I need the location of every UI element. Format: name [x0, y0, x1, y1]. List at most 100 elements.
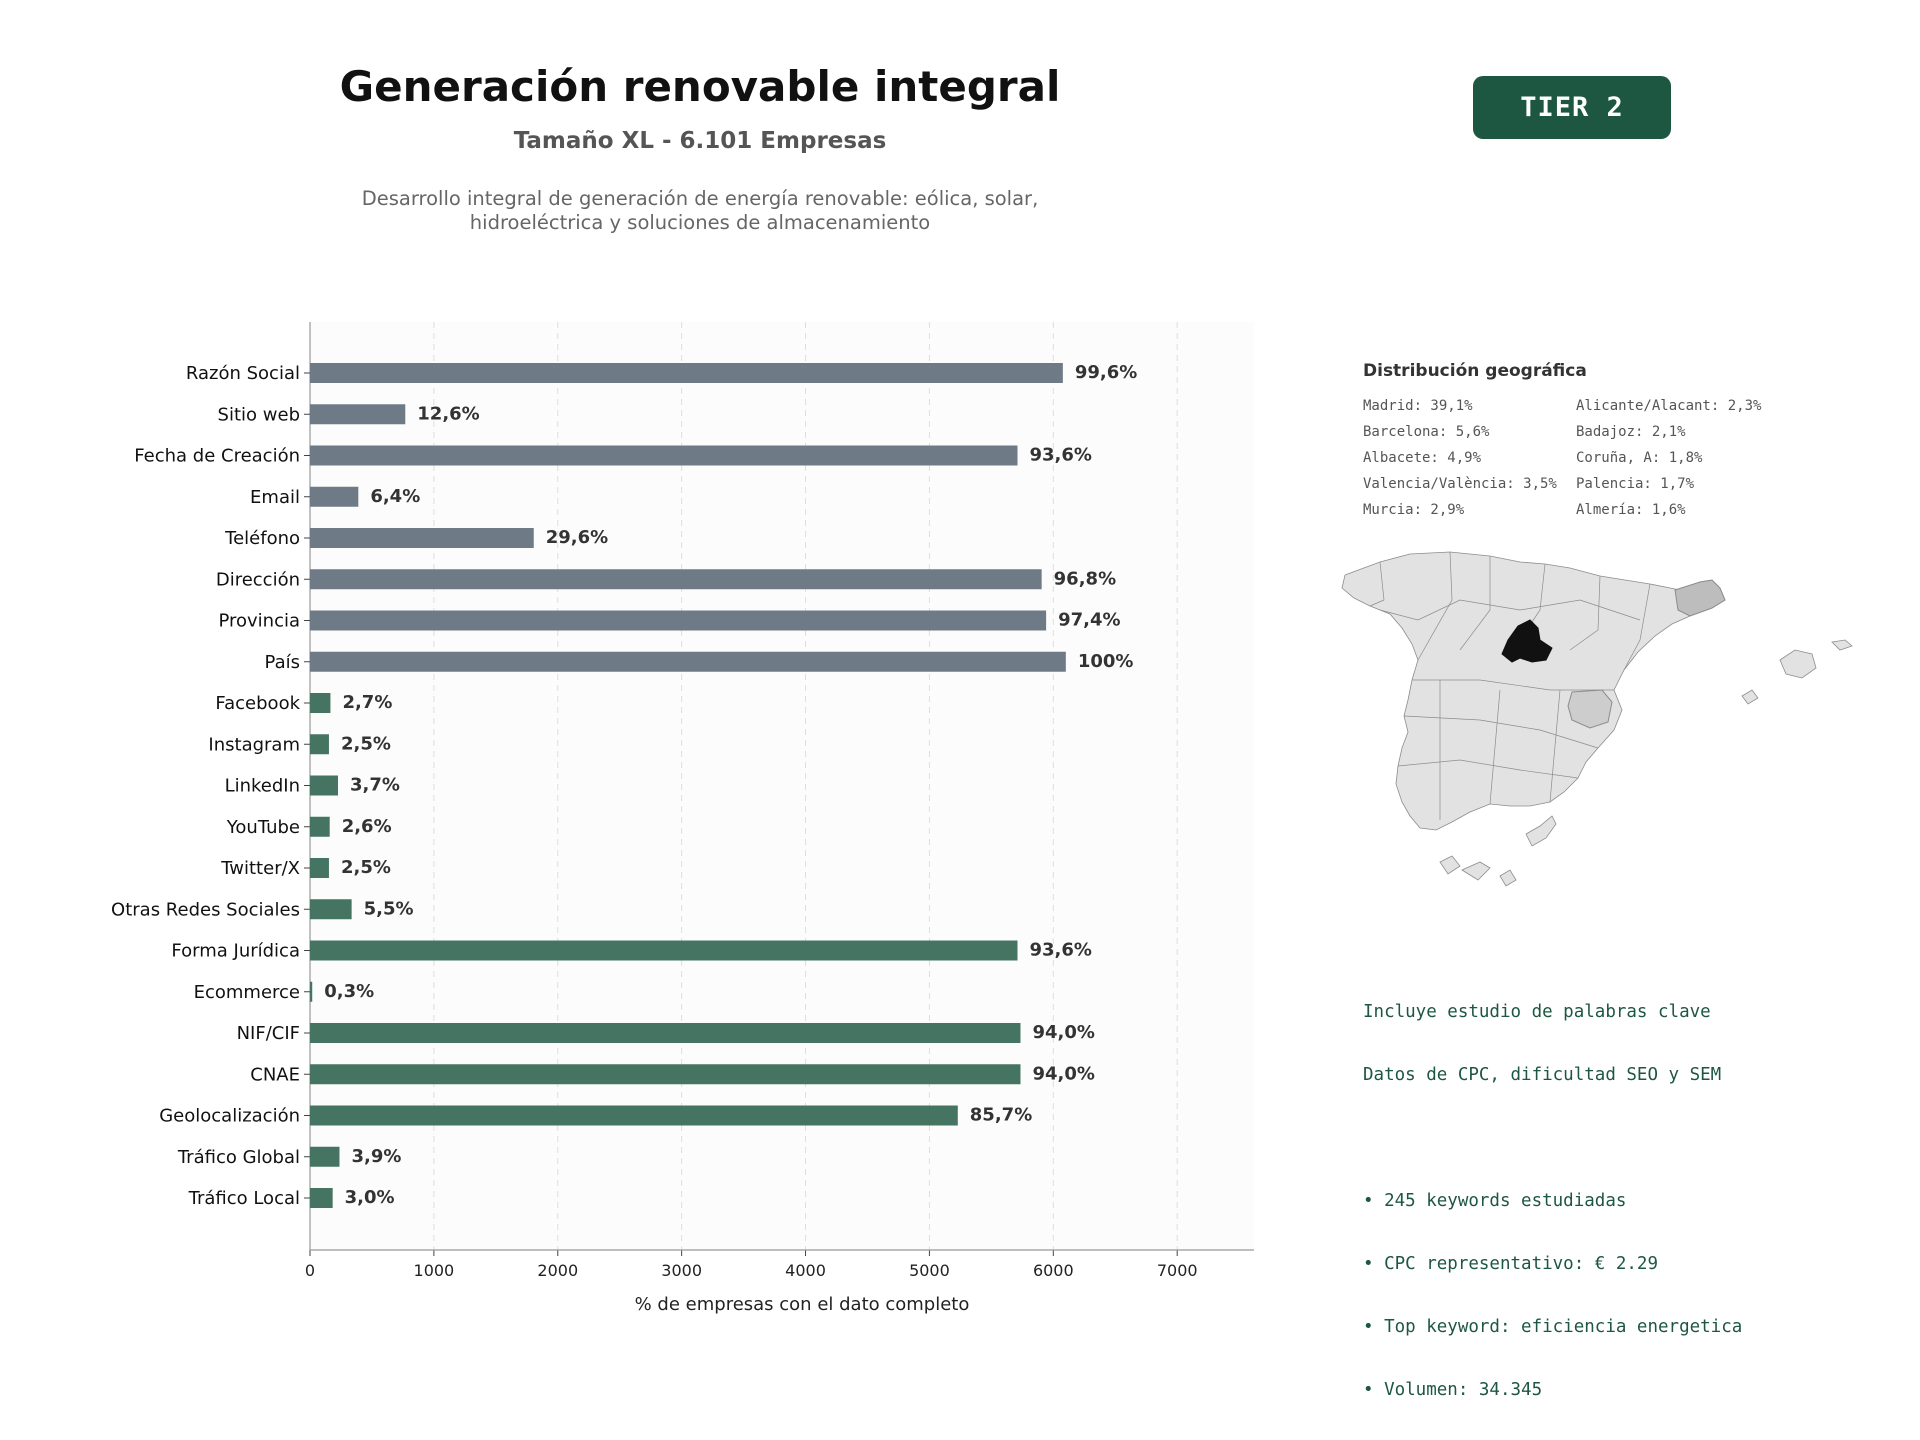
menorca-shape	[1831, 639, 1853, 651]
page-subtitle: Tamaño XL - 6.101 Empresas	[513, 128, 887, 154]
keywords-line: • Volumen: 34.345	[1363, 1380, 1543, 1400]
y-tick-label: Tráfico Local	[188, 1188, 300, 1209]
keywords-line: • 245 keywords estudiadas	[1363, 1191, 1627, 1211]
data-label: 5,5%	[364, 898, 414, 919]
bar	[310, 816, 330, 837]
province-border	[1549, 689, 1561, 803]
data-label: 85,7%	[970, 1105, 1032, 1126]
y-tick-label: Provincia	[218, 611, 300, 632]
geo-item: Albacete: 4,9%	[1363, 450, 1482, 466]
x-tick-label: 7000	[1157, 1261, 1198, 1280]
page-description: Desarrollo integral de generación de ene…	[260, 187, 1140, 235]
data-label: 12,6%	[417, 403, 479, 424]
canarias-shape-2	[1461, 861, 1491, 881]
province-barcelona	[1674, 579, 1726, 617]
bar	[310, 363, 1063, 383]
province-madrid	[1501, 619, 1553, 663]
bar	[310, 1146, 340, 1167]
canarias-shape-1	[1439, 855, 1461, 875]
province-border	[1569, 575, 1601, 651]
bar	[310, 1064, 1021, 1085]
x-tick-label: 2000	[537, 1261, 578, 1280]
keywords-line	[1363, 1128, 1742, 1149]
province-border	[1397, 759, 1579, 779]
bar	[310, 610, 1047, 631]
bar	[310, 981, 313, 1002]
bar	[310, 1023, 1021, 1043]
data-label: 3,0%	[345, 1187, 395, 1208]
keywords-line: Datos de CPC, dificultad SEO y SEM	[1363, 1065, 1722, 1085]
map-borders	[1369, 551, 1651, 820]
bar	[310, 445, 1018, 466]
plot-area	[310, 322, 1254, 1250]
data-label: 2,5%	[341, 857, 391, 878]
data-label: 96,8%	[1054, 568, 1116, 589]
data-label: 94,0%	[1032, 1022, 1094, 1043]
province-border	[1412, 679, 1614, 691]
bar	[310, 693, 331, 713]
province-border	[1369, 561, 1385, 607]
canarias-shape-3	[1525, 815, 1557, 847]
y-tick-label: Geolocalización	[159, 1106, 300, 1127]
geo-item: Madrid: 39,1%	[1363, 398, 1473, 414]
x-tick-label: 4000	[785, 1261, 826, 1280]
x-axis-label: % de empresas con el dato completo	[635, 1294, 970, 1315]
x-tick-label: 3000	[661, 1261, 702, 1280]
bar	[310, 569, 1042, 590]
data-label: 97,4%	[1058, 610, 1120, 631]
data-label: 2,5%	[341, 733, 391, 754]
x-tick-label: 0	[305, 1261, 315, 1280]
bar	[310, 940, 1018, 961]
x-tick-label: 6000	[1033, 1261, 1074, 1280]
bar	[310, 1188, 333, 1208]
spain-map	[1341, 551, 1853, 887]
bar-chart: 0 1000 2000 3000 4000 5000 6000 7000 % de empres…	[111, 322, 1254, 1315]
description-line: Desarrollo integral de generación de ene…	[361, 187, 1039, 210]
mallorca-shape	[1779, 649, 1817, 679]
data-label: 93,6%	[1030, 940, 1092, 961]
province-albacete	[1567, 689, 1613, 729]
data-label: 3,7%	[350, 775, 400, 796]
y-tick-label: Forma Jurídica	[171, 941, 300, 962]
data-label: 94,0%	[1032, 1063, 1094, 1084]
keywords-line: Incluye estudio de palabras clave	[1363, 1002, 1711, 1022]
y-tick-label: Email	[250, 487, 300, 508]
data-label: 93,6%	[1030, 445, 1092, 466]
y-tick-label: Razón Social	[186, 363, 300, 384]
geo-item: Murcia: 2,9%	[1363, 502, 1465, 518]
y-tick-label: Dirección	[216, 569, 300, 590]
keywords-line: • CPC representativo: € 2.29	[1363, 1254, 1659, 1274]
canarias-shape-4	[1499, 869, 1517, 887]
bar	[310, 528, 534, 548]
province-border	[1623, 583, 1651, 671]
data-label: 2,7%	[342, 692, 392, 713]
bar	[310, 486, 359, 507]
y-tick-label: LinkedIn	[225, 776, 300, 797]
bar	[310, 858, 329, 878]
geo-item: Badajoz: 2,1%	[1576, 424, 1686, 440]
y-tick-label: YouTube	[226, 817, 300, 838]
description-line: hidroeléctrica y soluciones de almacenam…	[469, 211, 931, 234]
province-border	[1459, 556, 1491, 651]
y-tick-label: Teléfono	[224, 528, 300, 549]
y-tick-label: Facebook	[215, 693, 300, 714]
geo-item: Barcelona: 5,6%	[1363, 424, 1490, 440]
bar	[310, 404, 406, 425]
y-tick-label: CNAE	[250, 1064, 300, 1085]
geo-item: Almería: 1,6%	[1576, 502, 1686, 518]
geo-title: Distribución geográfica	[1363, 361, 1587, 381]
geo-item: Alicante/Alacant: 2,3%	[1576, 398, 1762, 414]
y-tick-label: País	[265, 652, 300, 673]
keywords-line: • Top keyword: eficiencia energetica	[1363, 1317, 1743, 1337]
y-tick-label: Sitio web	[218, 404, 300, 425]
bar	[310, 734, 329, 755]
map-land	[1341, 551, 1853, 887]
data-label: 2,6%	[342, 816, 392, 837]
y-tick-label: Tráfico Global	[177, 1147, 300, 1168]
geo-item: Palencia: 1,7%	[1576, 476, 1695, 492]
bar	[310, 899, 352, 920]
x-tick-label: 5000	[909, 1261, 950, 1280]
province-border	[1379, 599, 1641, 621]
page-title: Generación renovable integral	[339, 62, 1061, 111]
tier-badge: TIER 2	[1473, 76, 1671, 139]
